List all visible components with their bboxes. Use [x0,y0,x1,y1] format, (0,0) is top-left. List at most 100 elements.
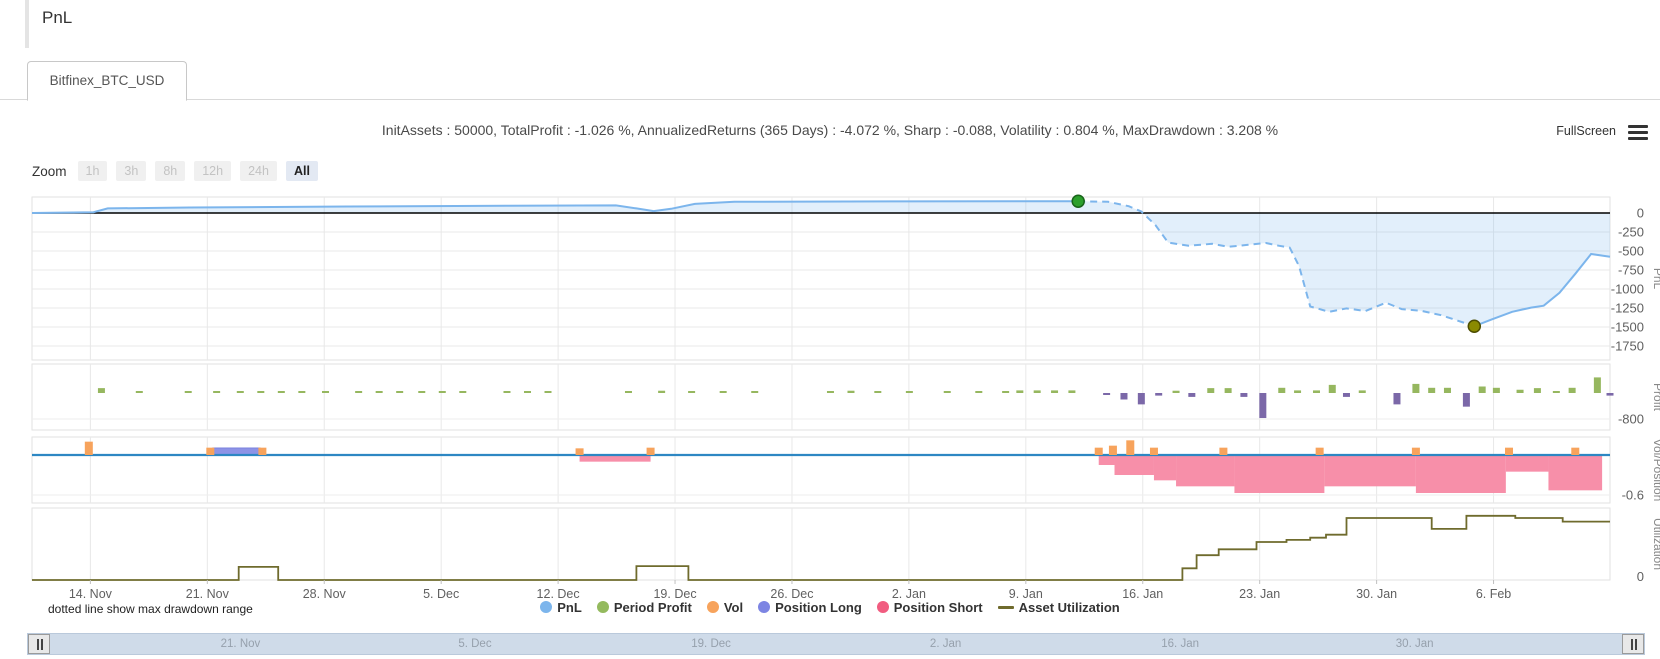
period-profit-bar [213,391,221,393]
x-axis-label: 16. Jan [1122,587,1163,601]
x-axis-label: 2. Jan [892,587,926,601]
legend-item-asset-utilization[interactable]: Asset Utilization [997,600,1120,615]
period-profit-bar [1516,389,1524,393]
zoom-option-1h: 1h [77,161,108,181]
legend-item-position-long[interactable]: Position Long [758,600,862,615]
tab-bitfinex-btc-usd[interactable]: Bitfinex_BTC_USD [27,61,187,101]
period-profit-bar [1428,387,1436,393]
legend-item-vol[interactable]: Vol [706,600,743,615]
zoom-option-3h: 3h [116,161,147,181]
navigator-label: 16. Jan [1161,638,1199,650]
x-axis-label: 14. Nov [69,587,113,601]
period-profit-bar [874,391,882,393]
pnl-axis-label: -250 [1618,225,1644,240]
period-loss-bar [1188,393,1196,397]
period-profit-bar [905,391,913,393]
position-long-marker-icon [758,601,771,613]
zoom-label: Zoom [32,163,67,179]
volposition-axis-label: -0.6 [1622,488,1644,503]
period-loss-bar [1240,393,1248,397]
x-axis-label: 5. Dec [423,587,459,601]
backtest-stats: InitAssets : 50000, TotalProfit : -1.026… [381,122,1279,138]
position-short-area [1176,455,1235,487]
pane-frame [31,436,1611,504]
page-title: PnL [42,8,73,27]
x-axis-label: 30. Jan [1356,587,1397,601]
pane-frame [31,196,1611,361]
zoom-option-all[interactable]: All [285,161,318,181]
vol-bar [1411,447,1420,455]
period-profit-bar [438,391,446,393]
x-axis-label: 12. Dec [537,587,580,601]
period-profit-bar [943,391,951,393]
navigator-right-button[interactable] [1622,634,1644,654]
vol-bar [1126,440,1135,455]
period-profit-bar [1002,391,1010,393]
asset-utilization-line [32,514,1610,581]
hamburger-icon[interactable] [1628,125,1648,140]
period-profit-bar [1224,388,1232,393]
vol-axis-title: Vol/Position [1651,439,1660,502]
period-loss-bar [1103,393,1111,395]
fullscreen-button[interactable]: FullScreen [1556,124,1616,138]
x-axis-label: 28. Nov [303,587,347,601]
chart-legend: PnL Period Profit Vol Position Long Position… [0,596,1660,618]
position-short-area [1324,455,1416,487]
period-loss-bar [1137,393,1145,405]
vol-bar [1505,447,1514,455]
period-profit-bar [1172,390,1180,393]
period-loss-bar [1462,393,1470,407]
vol-bar [1315,447,1324,455]
position-short-marker-icon [876,601,889,613]
vol-bar [84,441,93,455]
pnl-line-drawdown-dashed [1076,200,1475,328]
vol-bar [646,447,655,455]
legend-item-period-profit[interactable]: Period Profit [596,600,692,615]
period-profit-bar [236,391,244,393]
period-profit-bar [1552,391,1560,393]
navigator-label: 19. Dec [691,638,731,650]
period-profit-bar [1533,388,1541,393]
navigator-left-button[interactable] [28,634,50,654]
chart-navigator[interactable]: 21. Nov 5. Dec 19. Dec 2. Jan 16. Jan 30. Jan [27,633,1645,655]
period-profit-bar [658,390,666,393]
period-loss-bar [1393,393,1401,405]
period-profit-bar [135,391,143,393]
position-short-area [1548,455,1603,491]
period-profit-bar [975,391,983,393]
period-loss-bar [1606,393,1614,396]
period-profit-bar [1278,387,1286,393]
period-profit-bar [459,391,467,393]
pnl-axis-title: PnL [1651,268,1660,290]
period-profit-marker-icon [596,601,609,613]
pnl-axis-label: -1500 [1611,320,1644,335]
period-profit-bar [1033,390,1041,393]
zoom-option-24h: 24h [240,161,277,181]
legend-item-pnl[interactable]: PnL [540,600,582,615]
legend-item-position-short[interactable]: Position Short [876,600,983,615]
period-profit-bar [97,388,105,393]
drawdown-footnote: dotted line show max drawdown range [48,602,253,616]
position-short-area [579,455,651,462]
position-short-area [1153,455,1177,481]
pane-frame [31,363,1611,431]
pnl-marker-icon [540,601,553,613]
period-profit-bar [1492,387,1500,393]
period-profit-bar [322,391,330,393]
period-profit-bar [1328,384,1336,393]
zoom-option-8h: 8h [155,161,186,181]
period-profit-bar [847,390,855,393]
pnl-axis-label: -1750 [1611,339,1644,354]
tab-underline [0,99,1660,100]
vol-bar [206,447,215,455]
x-axis-label: 19. Dec [653,587,696,601]
pnl-axis-label: -1000 [1611,282,1644,297]
period-loss-bar [1120,393,1128,400]
navigator-label: 2. Jan [929,638,962,650]
util-axis-title: Utilization [1651,518,1660,570]
period-profit-bar [544,391,552,393]
period-profit-bar [624,391,632,393]
x-axis-label: 21. Nov [186,587,230,601]
pnl-axis-label: -750 [1618,263,1644,278]
